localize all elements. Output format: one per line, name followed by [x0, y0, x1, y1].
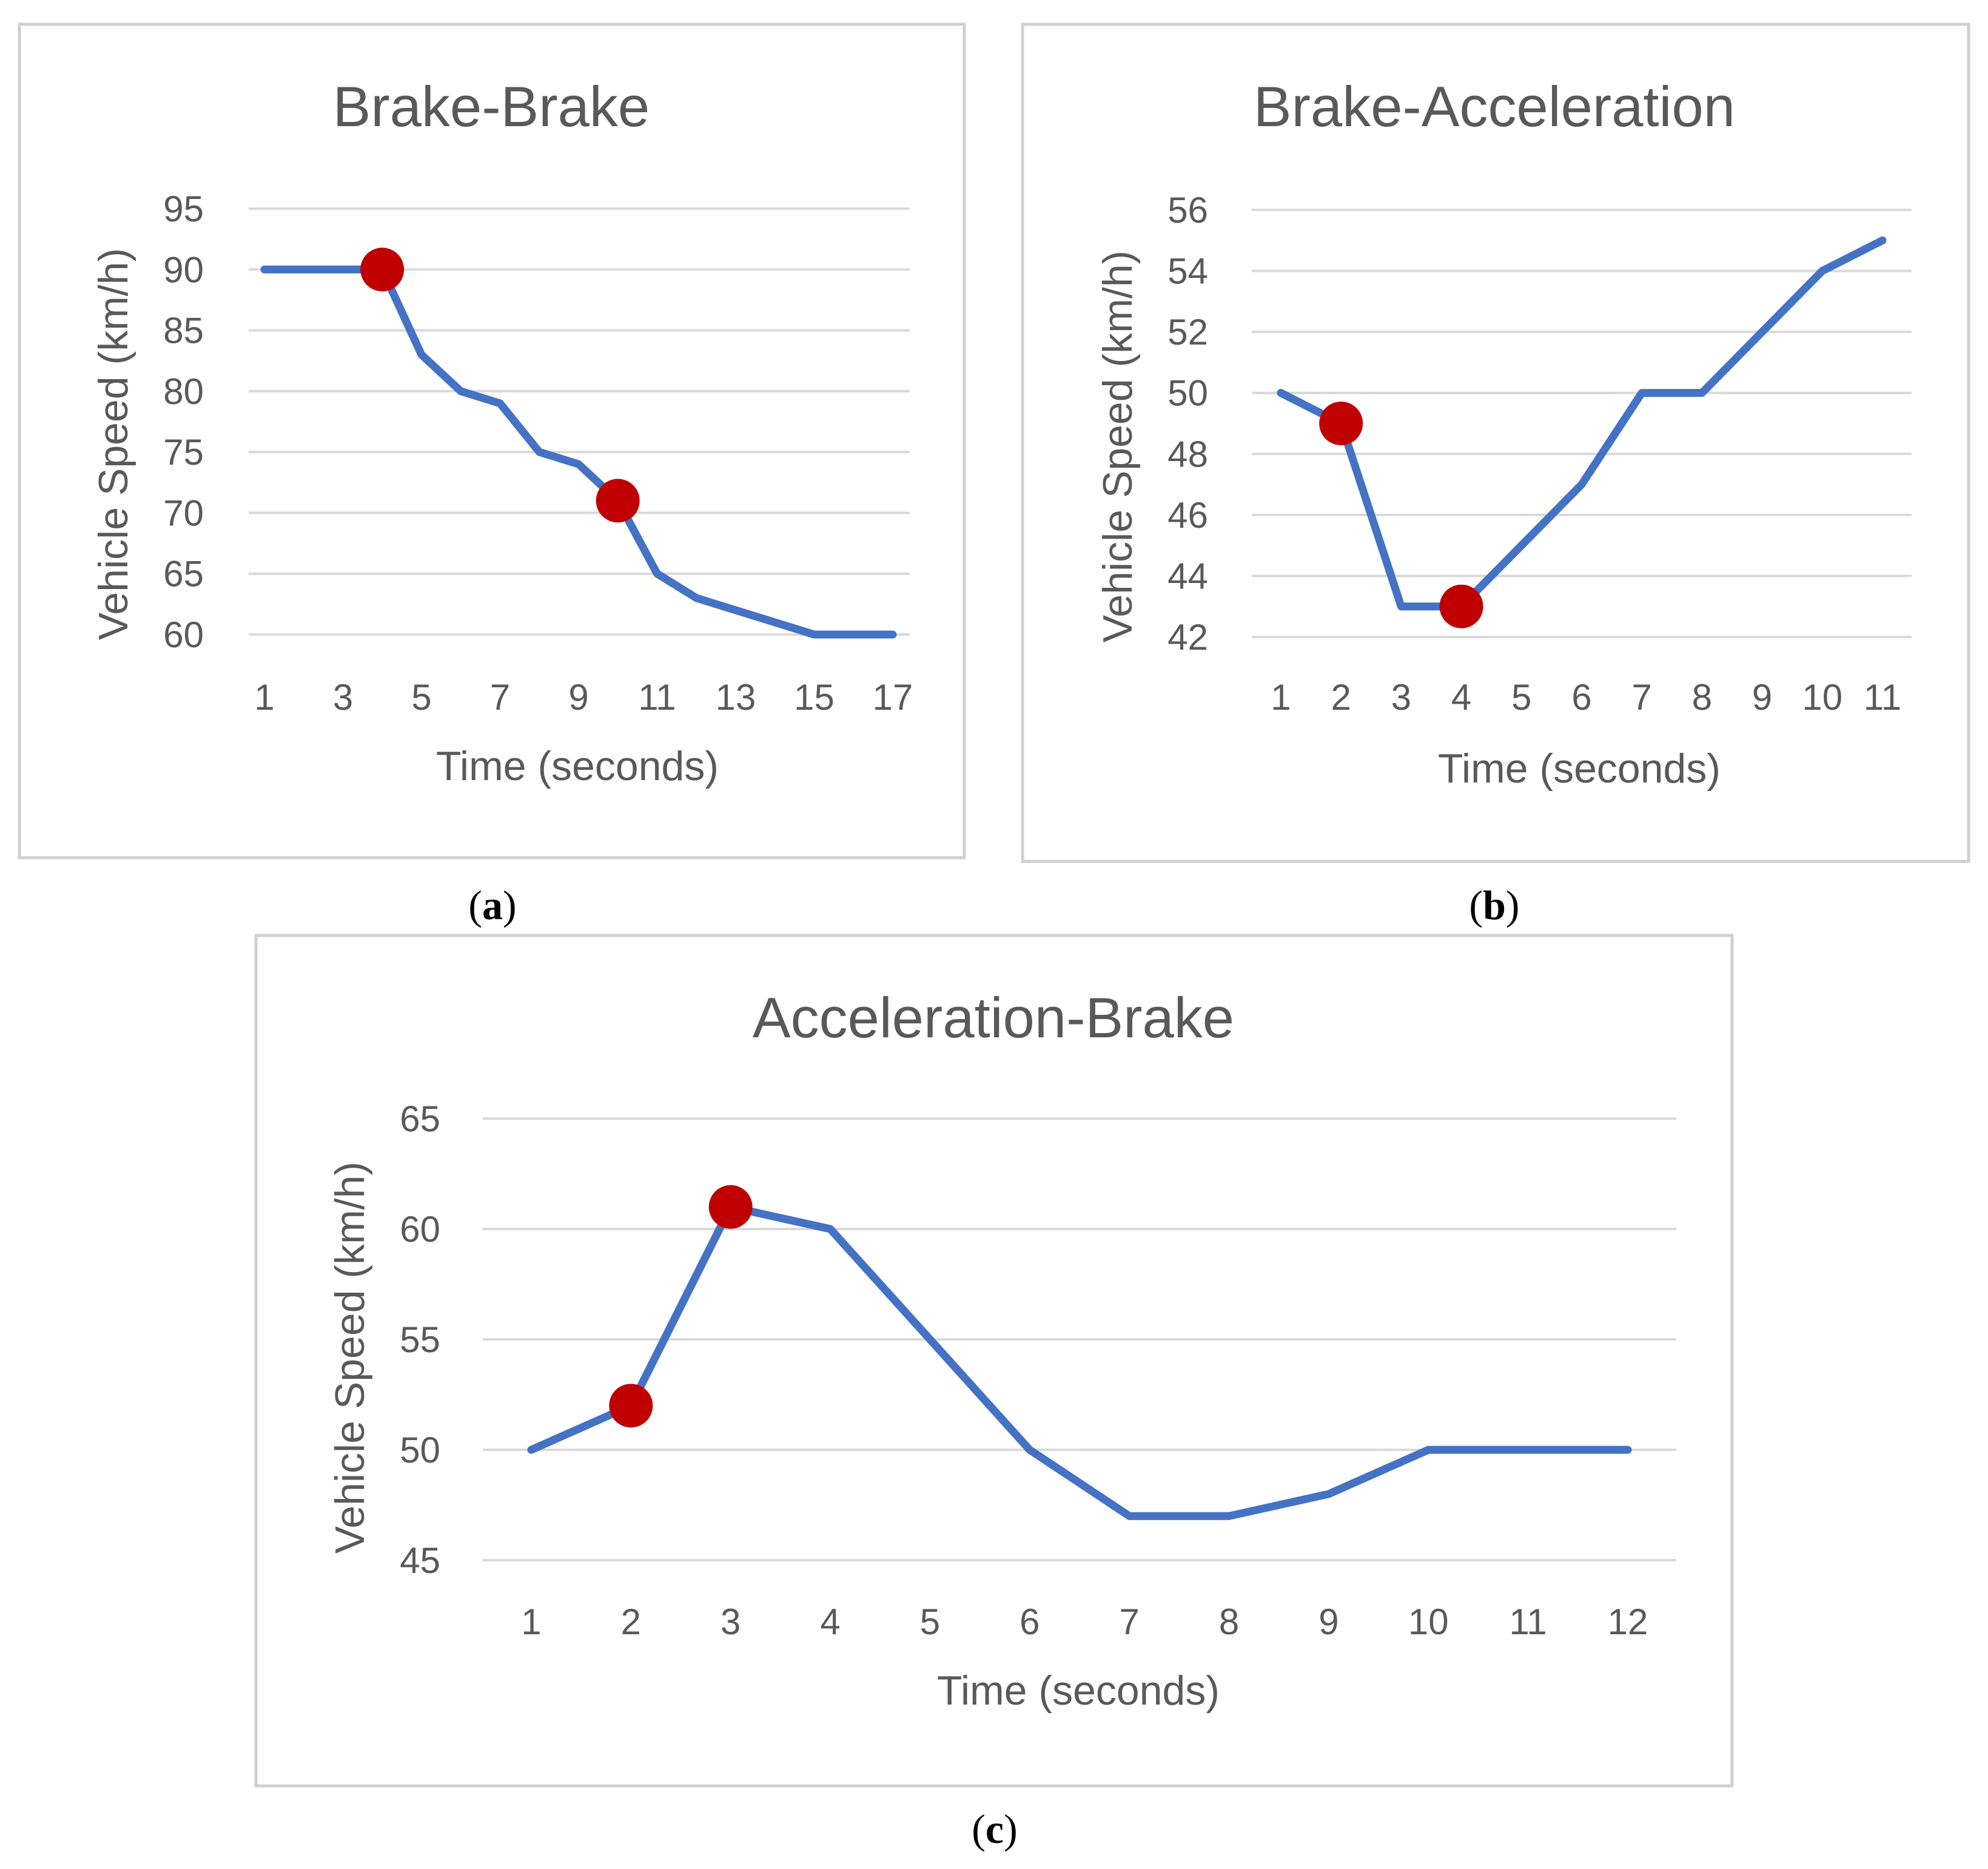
x-tick-label: 3 — [720, 1601, 740, 1642]
x-axis-label: Time (seconds) — [937, 1668, 1220, 1714]
x-tick-label: 12 — [1608, 1601, 1648, 1642]
y-tick-label: 55 — [400, 1319, 440, 1360]
y-tick-label: 65 — [163, 554, 204, 594]
x-tick-label: 8 — [1692, 677, 1712, 718]
chart-frame — [254, 934, 1734, 1788]
y-tick-label: 56 — [1167, 190, 1208, 231]
x-tick-label: 10 — [1802, 677, 1842, 718]
x-tick-labels: 1 2 3 4 5 6 7 8 9 10 11 — [1271, 677, 1901, 718]
y-tick-label: 95 — [163, 189, 204, 229]
plot-area — [527, 1185, 1632, 1520]
series-line — [1277, 236, 1887, 611]
x-axis-label: Time (seconds) — [436, 743, 719, 789]
x-tick-label: 3 — [1391, 677, 1411, 718]
gridlines — [1252, 209, 1912, 638]
y-axis-label: Vehicle Speed (km/h) — [327, 1162, 373, 1554]
x-tick-label: 4 — [820, 1601, 840, 1642]
x-tick-label: 11 — [1509, 1601, 1546, 1642]
x-tick-label: 4 — [1451, 677, 1471, 718]
y-tick-label: 70 — [163, 493, 204, 533]
chart-frame — [18, 22, 966, 860]
chart-title: Brake-Brake — [333, 75, 650, 138]
x-tick-label: 10 — [1408, 1601, 1449, 1642]
y-axis-label: Vehicle Speed (km/h) — [1095, 251, 1141, 642]
panel-caption-c: (c) — [972, 1806, 1018, 1852]
y-tick-labels: 42 44 46 48 50 52 54 56 — [1167, 190, 1208, 658]
y-tick-label: 52 — [1167, 312, 1208, 352]
x-tick-label: 11 — [1864, 677, 1901, 718]
x-tick-label: 15 — [794, 677, 834, 718]
event-marker — [708, 1185, 753, 1229]
y-tick-labels: 45 50 55 60 65 — [400, 1099, 440, 1581]
x-tick-label: 13 — [716, 677, 756, 718]
plot-area — [1277, 236, 1887, 628]
x-tick-label: 6 — [1019, 1601, 1039, 1642]
y-tick-label: 80 — [163, 371, 204, 412]
x-tick-labels: 1 3 5 7 9 11 13 15 17 — [254, 677, 913, 718]
chart-frame — [1021, 22, 1970, 863]
y-axis-label: Vehicle Speed (km/h) — [90, 248, 136, 640]
y-tick-label: 90 — [163, 249, 204, 290]
x-tick-label: 5 — [1511, 677, 1531, 718]
y-tick-label: 50 — [1167, 373, 1208, 414]
event-marker — [596, 479, 640, 523]
y-tick-label: 44 — [1167, 556, 1208, 596]
y-tick-label: 42 — [1167, 617, 1208, 658]
y-tick-labels: 60 65 70 75 80 85 90 95 — [163, 189, 204, 655]
y-tick-label: 85 — [163, 311, 204, 351]
series-line — [527, 1203, 1632, 1520]
x-tick-label: 11 — [638, 677, 676, 718]
y-tick-label: 45 — [400, 1540, 440, 1581]
x-tick-label: 2 — [621, 1601, 641, 1642]
x-tick-label: 7 — [490, 677, 510, 718]
y-tick-label: 65 — [400, 1099, 440, 1139]
plot-area — [260, 248, 897, 639]
x-tick-label: 9 — [568, 677, 588, 718]
x-tick-label: 3 — [333, 677, 353, 718]
x-tick-label: 7 — [1632, 677, 1652, 718]
y-tick-label: 60 — [163, 615, 204, 655]
event-marker — [1439, 584, 1483, 628]
y-tick-label: 50 — [400, 1430, 440, 1470]
x-tick-label: 2 — [1331, 677, 1351, 718]
x-tick-label: 5 — [411, 677, 431, 718]
event-marker — [1319, 402, 1363, 445]
y-tick-label: 60 — [400, 1209, 440, 1250]
y-tick-label: 75 — [163, 432, 204, 473]
x-axis-label: Time (seconds) — [1438, 746, 1721, 792]
y-tick-label: 48 — [1167, 434, 1208, 474]
x-tick-label: 17 — [873, 677, 913, 718]
x-tick-labels: 1 2 3 4 5 6 7 8 9 10 11 12 — [521, 1601, 1648, 1642]
x-tick-label: 1 — [521, 1601, 541, 1642]
event-marker — [609, 1384, 653, 1428]
x-tick-label: 6 — [1571, 677, 1591, 718]
x-tick-label: 8 — [1219, 1601, 1239, 1642]
chart-title: Brake-Acceleration — [1254, 75, 1735, 138]
x-tick-label: 7 — [1119, 1601, 1139, 1642]
y-tick-label: 46 — [1167, 495, 1208, 536]
panel-caption-a: (a) — [468, 882, 516, 928]
x-tick-label: 1 — [254, 677, 274, 718]
panel-caption-b: (b) — [1469, 882, 1519, 928]
chart-title: Acceleration-Brake — [753, 986, 1234, 1049]
y-tick-label: 54 — [1167, 251, 1208, 292]
event-marker — [360, 248, 405, 292]
x-tick-label: 5 — [920, 1601, 940, 1642]
x-tick-label: 9 — [1752, 677, 1772, 718]
x-tick-label: 1 — [1271, 677, 1291, 718]
x-tick-label: 9 — [1318, 1601, 1338, 1642]
